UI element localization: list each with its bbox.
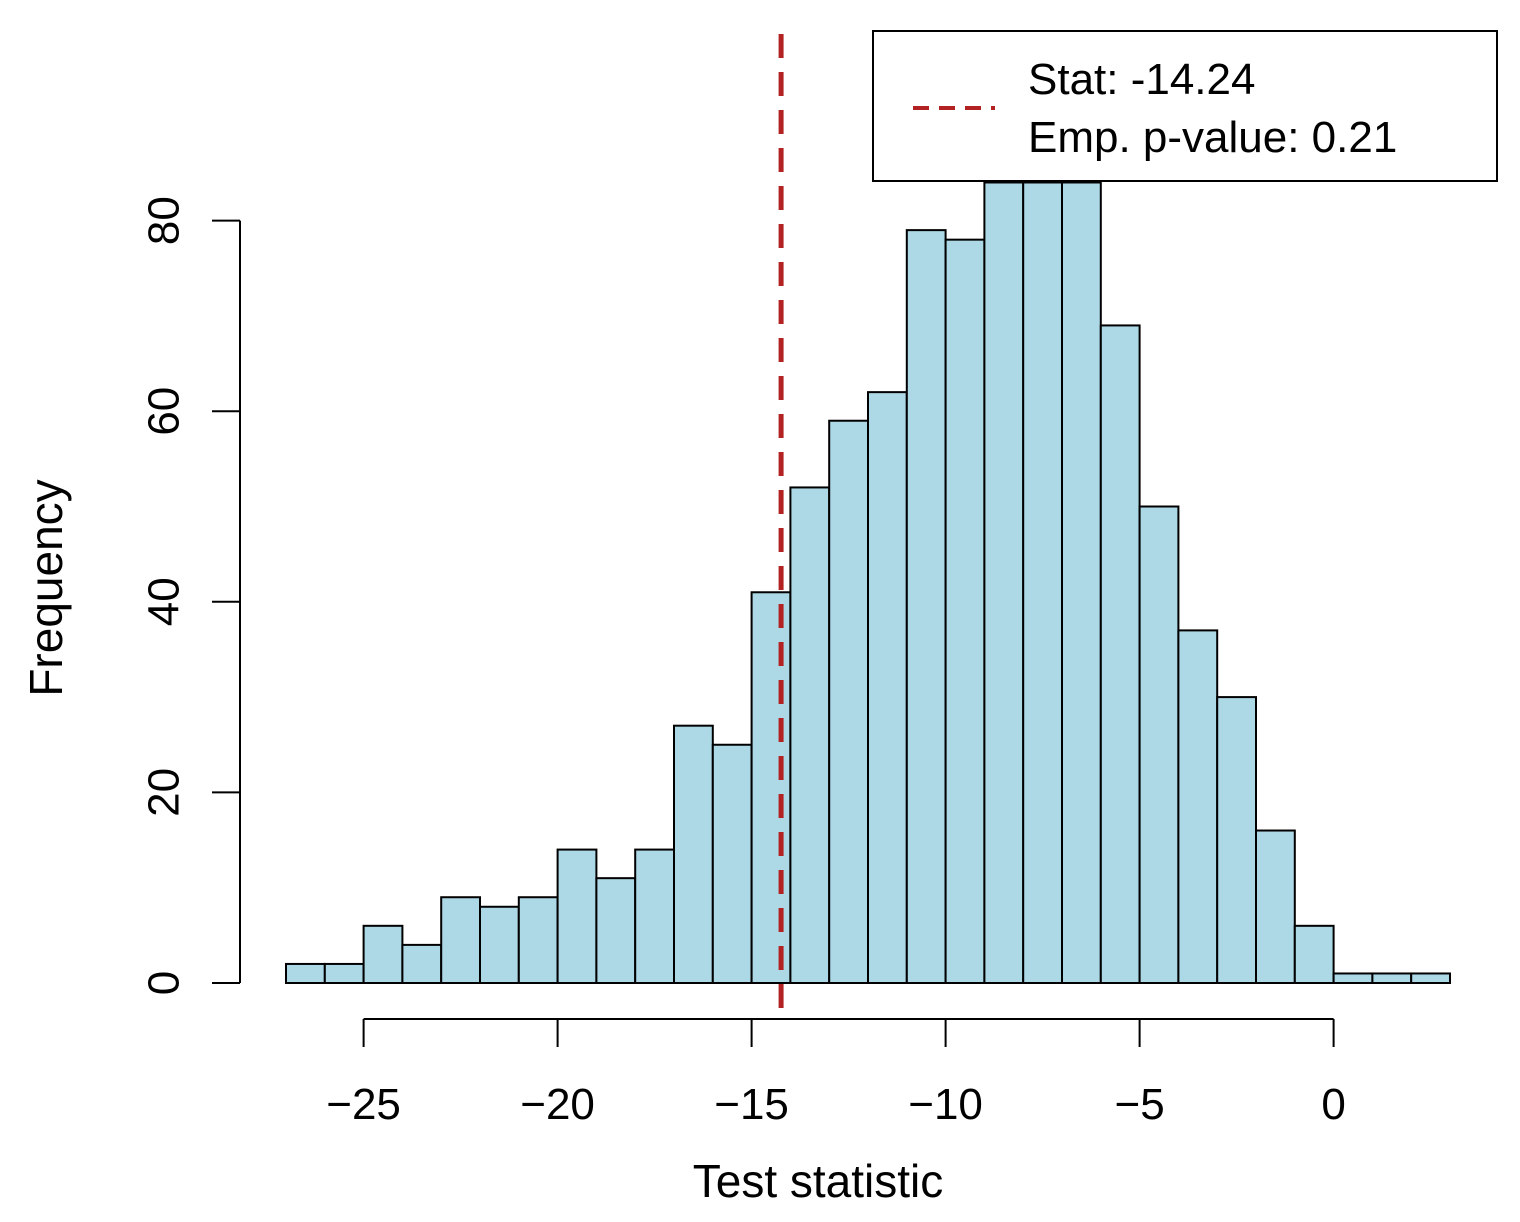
legend-box — [872, 30, 1498, 182]
y-tick-label: 80 — [140, 196, 189, 245]
y-axis-title: Frequency — [20, 479, 72, 696]
histogram-bar — [867, 391, 908, 984]
x-tick-label: 0 — [1321, 1080, 1345, 1129]
x-axis: −25 −20 −15 −10 −5 0 — [326, 1018, 1346, 1129]
y-tick-label: 20 — [140, 768, 189, 817]
histogram-bar — [789, 486, 831, 984]
y-tick-label: 40 — [140, 577, 189, 626]
histogram-bar — [517, 896, 559, 984]
x-tick-label: −25 — [326, 1080, 401, 1129]
histogram-bar — [1371, 972, 1413, 984]
histogram-bar — [1410, 972, 1451, 984]
histogram-bar — [750, 591, 792, 985]
histogram-bar — [285, 962, 326, 985]
x-tick-label: −20 — [520, 1080, 595, 1129]
histogram-bar — [479, 905, 520, 985]
histogram-bar — [634, 848, 676, 985]
histogram-bar — [1099, 324, 1141, 984]
histogram-bar — [1061, 181, 1102, 985]
x-axis-title: Test statistic — [693, 1155, 944, 1207]
y-tick-label: 60 — [140, 387, 189, 436]
histogram-bar — [1177, 629, 1219, 984]
x-tick-label: −15 — [714, 1080, 789, 1129]
histogram-bar — [1216, 696, 1257, 984]
histogram-bar — [401, 943, 443, 985]
histogram-bar — [1138, 505, 1180, 984]
histogram-bar — [1022, 181, 1064, 985]
histogram-bar — [440, 896, 482, 984]
histogram-bar — [944, 238, 986, 985]
legend-stat-label: Stat: -14.24 — [1028, 55, 1255, 104]
histogram-bar — [556, 848, 598, 985]
x-tick-label: −10 — [908, 1080, 983, 1129]
y-axis: 0 20 40 60 80 — [140, 196, 241, 995]
histogram-bar — [673, 724, 714, 984]
x-tick-label: −5 — [1115, 1080, 1165, 1129]
legend-pvalue-label: Emp. p-value: 0.21 — [1028, 113, 1397, 162]
histogram-bar — [905, 229, 947, 984]
y-tick-label: 0 — [140, 971, 189, 995]
histogram-bar — [828, 419, 870, 985]
histogram-bar — [1293, 924, 1335, 985]
histogram-bar — [983, 181, 1025, 985]
histogram-bar — [362, 924, 404, 985]
histogram-bar — [323, 962, 365, 985]
histogram-bar — [595, 877, 637, 984]
histogram-bars — [285, 181, 1451, 985]
histogram-bar — [1332, 972, 1374, 984]
histogram-bar — [1255, 829, 1296, 985]
histogram-bar — [711, 743, 753, 984]
legend: Stat: -14.24 Emp. p-value: 0.21 — [872, 30, 1498, 182]
